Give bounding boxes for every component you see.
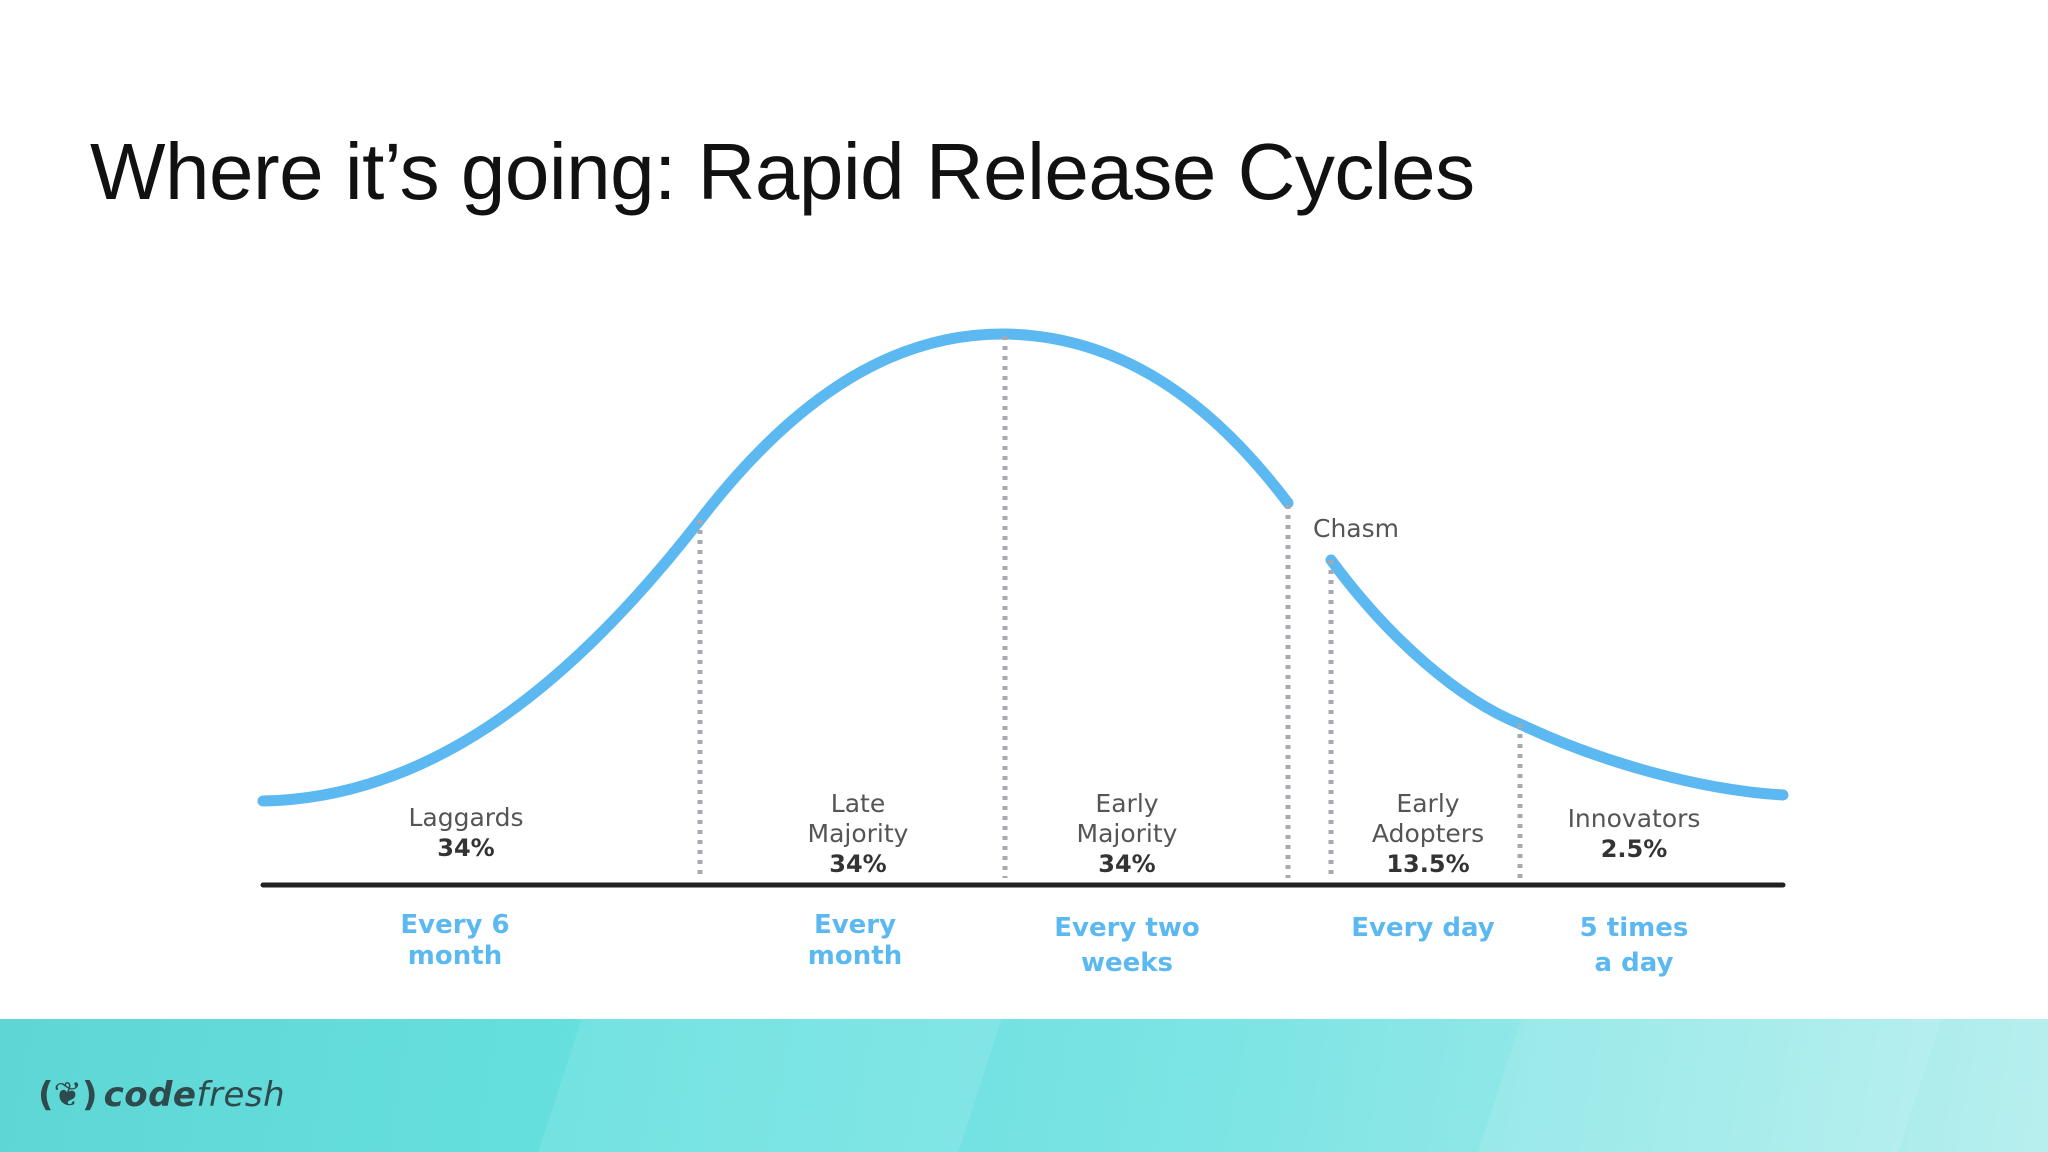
slide-title: Where it’s going: Rapid Release Cycles: [90, 127, 1475, 216]
segment-percent: 34%: [1098, 850, 1155, 878]
segment-percent: 13.5%: [1386, 850, 1469, 878]
bell-curve-tail: [1325, 554, 1789, 801]
logo-wordmark: codefresh: [103, 1075, 286, 1115]
release-cycle-label: Every: [814, 910, 896, 940]
segment-label: Early: [1396, 789, 1459, 818]
release-cycle-label: Every 6: [400, 910, 509, 940]
footer-shade: [538, 1019, 1002, 1152]
bell-curve-main: [257, 328, 1294, 807]
chasm-label: Chasm: [1313, 514, 1399, 543]
segment-percent: 34%: [829, 850, 886, 878]
segment-percent: 2.5%: [1601, 835, 1668, 863]
segment-label: Laggards: [408, 803, 523, 832]
segment-label: Majority: [1077, 819, 1178, 848]
release-cycle-label: Every day: [1351, 913, 1495, 943]
release-cycle-label: month: [808, 941, 902, 971]
segment-label: Innovators: [1568, 804, 1701, 833]
codefresh-leaf-icon: (❦): [38, 1075, 98, 1115]
release-cycle-label: weeks: [1081, 948, 1173, 978]
release-cycle-label: month: [408, 941, 502, 971]
segment-label: Adopters: [1372, 819, 1484, 848]
release-cycle-label: Every two: [1054, 913, 1199, 943]
segment-label: Majority: [808, 819, 909, 848]
codefresh-logo: (❦) codefresh: [38, 1070, 285, 1120]
segment-percent: 34%: [437, 834, 494, 862]
release-cycle-label: a day: [1595, 948, 1674, 978]
segment-label: Early: [1095, 789, 1158, 818]
release-cycle-label: 5 times: [1580, 913, 1689, 943]
segment-label: Late: [831, 789, 885, 818]
footer-shade: [1478, 1019, 1942, 1152]
footer-band: [0, 1019, 2048, 1152]
